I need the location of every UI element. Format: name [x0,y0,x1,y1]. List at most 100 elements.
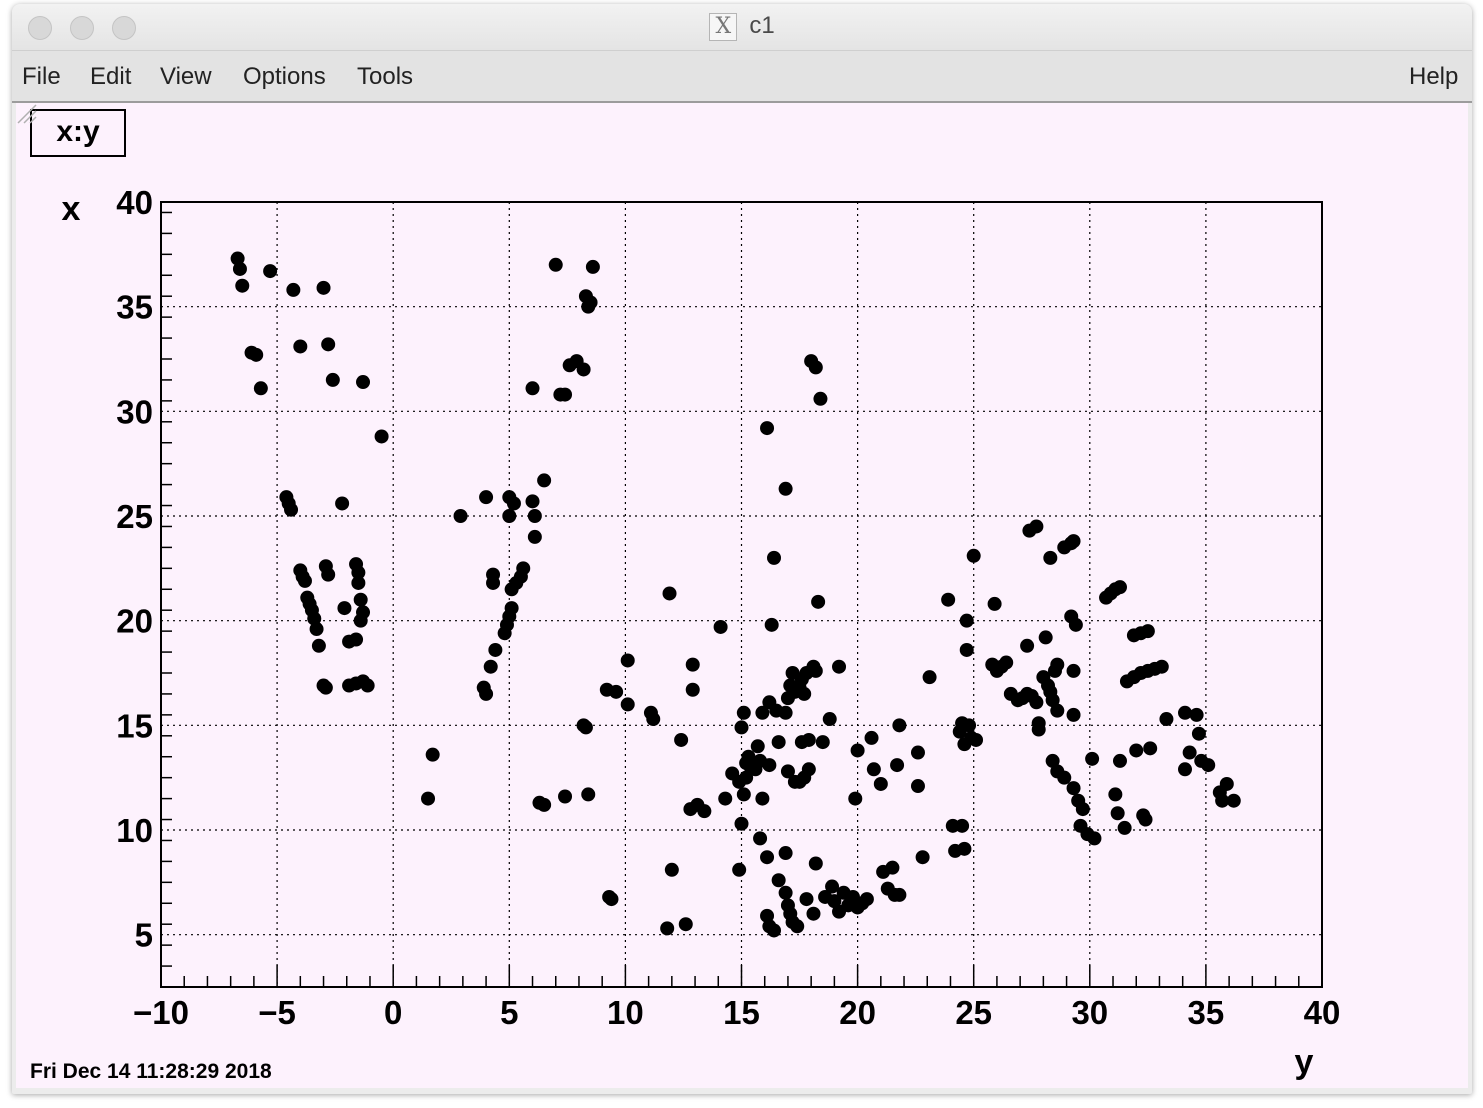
data-point [813,391,828,406]
data-point [1108,787,1123,802]
close-button[interactable] [28,16,52,40]
data-point [1066,781,1081,796]
y-tick-label: 10 [116,812,153,849]
data-point [808,360,823,375]
data-point [873,776,888,791]
data-point [753,831,768,846]
data-point [771,735,786,750]
data-point [1112,753,1127,768]
data-point [780,764,795,779]
data-point [755,705,770,720]
x-axis-label: y [1295,1043,1314,1081]
data-point [959,613,974,628]
data-point [525,494,540,509]
menu-options[interactable]: Options [243,63,326,90]
data-point [516,561,531,576]
data-point [1159,712,1174,727]
x11-icon: X [709,12,738,41]
data-point [374,429,389,444]
data-point [755,791,770,806]
data-point [1050,703,1065,718]
data-point [771,873,786,888]
data-point [957,841,972,856]
data-point [307,611,322,626]
resize-grip-icon[interactable] [16,103,38,125]
y-tick-label: 40 [116,184,153,221]
data-point [734,816,749,831]
data-point [349,632,364,647]
data-point [767,923,782,938]
data-point [741,749,756,764]
data-point [685,657,700,672]
data-point [425,747,440,762]
data-point [662,586,677,601]
data-point [664,862,679,877]
data-point [527,509,542,523]
data-point [850,743,865,758]
data-point [915,850,930,865]
data-point [885,860,900,875]
data-point [1087,831,1102,846]
data-point [235,278,250,293]
x-tick-label: −10 [133,994,189,1031]
data-point [778,846,793,861]
data-point [488,642,503,657]
data-point [1043,550,1058,565]
data-point [360,678,375,693]
data-point [910,779,925,794]
data-point [318,680,333,695]
plot-title: x:y [30,109,126,157]
y-tick-label: 5 [135,917,153,954]
data-point [351,565,366,580]
data-point [537,473,552,488]
data-point [316,280,331,295]
data-point [734,720,749,735]
data-point [697,804,712,819]
data-point [1178,705,1193,720]
data-point [297,573,312,588]
data-point [558,789,573,804]
menu-help[interactable]: Help [1409,63,1459,90]
data-point [1045,693,1060,708]
data-point [1154,659,1169,674]
zoom-button[interactable] [112,16,136,40]
data-point [337,601,352,616]
data-point [999,655,1014,670]
data-point [1066,534,1081,549]
data-point [866,762,881,777]
x-tick-label: 40 [1304,994,1341,1031]
data-point [230,251,245,266]
data-point [778,481,793,496]
data-point [321,337,336,352]
data-point [760,421,775,436]
root-canvas[interactable]: −10 −5 0 5 10 15 20 25 30 35 40 5 10 15 20 25 30 35 40 y x x… [16,103,1468,1088]
data-point [620,653,635,668]
data-point [356,375,371,390]
data-point [479,490,494,505]
menu-tools[interactable]: Tools [357,63,414,90]
data-point [581,787,596,802]
menu-view[interactable]: View [160,63,212,90]
data-point [808,663,823,678]
minimize-button[interactable] [70,16,94,40]
data-point [1057,770,1072,785]
data-point [732,862,747,877]
data-point [764,617,779,632]
menu-file[interactable]: File [22,63,61,90]
y-tick-label: 15 [116,707,153,744]
data-point [1140,624,1155,639]
data-point [527,529,542,544]
data-point [1110,806,1125,821]
menu-edit[interactable]: Edit [90,63,132,90]
data-point [1029,695,1044,710]
data-point [778,885,793,900]
y-axis-label: x [62,190,81,228]
data-point [801,762,816,777]
data-point [969,732,984,747]
data-point [1201,758,1216,773]
data-point [1031,716,1046,731]
x-tick-label: 20 [839,994,876,1031]
data-point [1226,793,1241,808]
